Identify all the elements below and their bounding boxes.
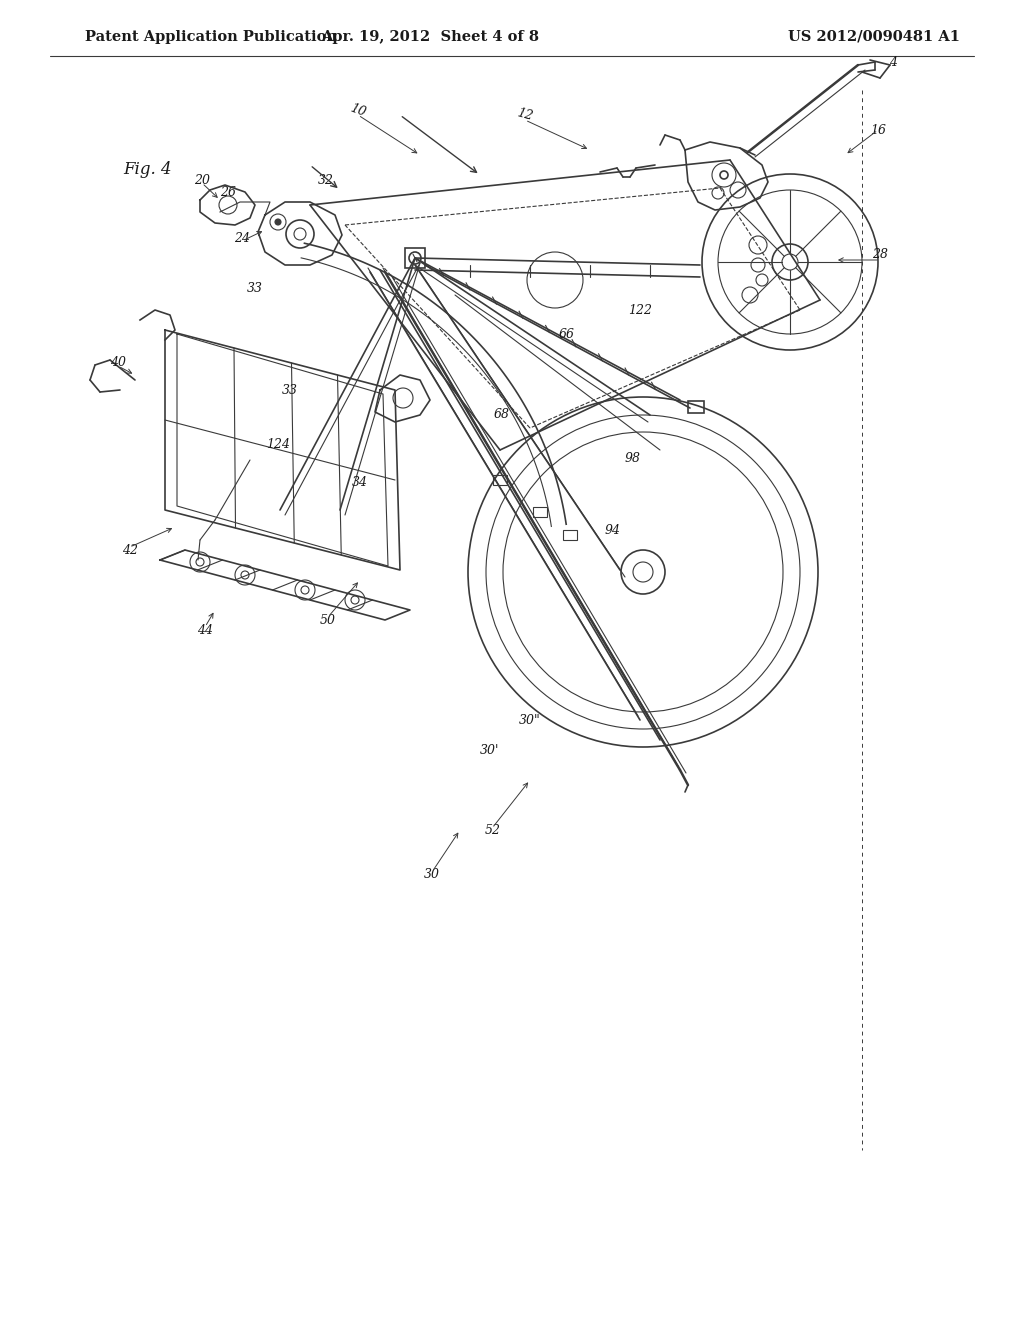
Text: 20: 20 [194, 173, 210, 186]
Text: 33: 33 [282, 384, 298, 396]
Text: 24: 24 [234, 231, 250, 244]
Text: 34: 34 [352, 475, 368, 488]
Text: 42: 42 [122, 544, 138, 557]
FancyBboxPatch shape [534, 507, 547, 517]
Text: 40: 40 [110, 356, 126, 370]
FancyBboxPatch shape [563, 531, 577, 540]
Text: 52: 52 [485, 824, 501, 837]
Text: US 2012/0090481 A1: US 2012/0090481 A1 [788, 30, 961, 44]
Text: 124: 124 [266, 438, 290, 451]
Text: 32: 32 [318, 173, 334, 186]
Text: 50: 50 [319, 614, 336, 627]
Text: 68: 68 [494, 408, 510, 421]
FancyBboxPatch shape [406, 248, 425, 268]
Circle shape [275, 219, 281, 224]
Text: Patent Application Publication: Patent Application Publication [85, 30, 337, 44]
Text: 44: 44 [197, 623, 213, 636]
Text: 33: 33 [247, 281, 263, 294]
Text: 10: 10 [348, 102, 368, 119]
Text: Fig. 4: Fig. 4 [124, 161, 172, 178]
Text: 66: 66 [559, 329, 575, 342]
Text: 122: 122 [628, 304, 652, 317]
Text: 16: 16 [870, 124, 886, 136]
Text: 4: 4 [889, 55, 897, 69]
Text: 26: 26 [220, 186, 236, 198]
Text: 28: 28 [872, 248, 888, 261]
Text: 30': 30' [480, 743, 500, 756]
Text: 30": 30" [519, 714, 541, 726]
Text: 12: 12 [516, 107, 535, 123]
Text: Apr. 19, 2012  Sheet 4 of 8: Apr. 19, 2012 Sheet 4 of 8 [321, 30, 539, 44]
FancyBboxPatch shape [688, 401, 705, 413]
FancyBboxPatch shape [493, 475, 507, 484]
Text: 98: 98 [625, 451, 641, 465]
Text: 30: 30 [424, 869, 440, 882]
Text: 94: 94 [605, 524, 621, 536]
